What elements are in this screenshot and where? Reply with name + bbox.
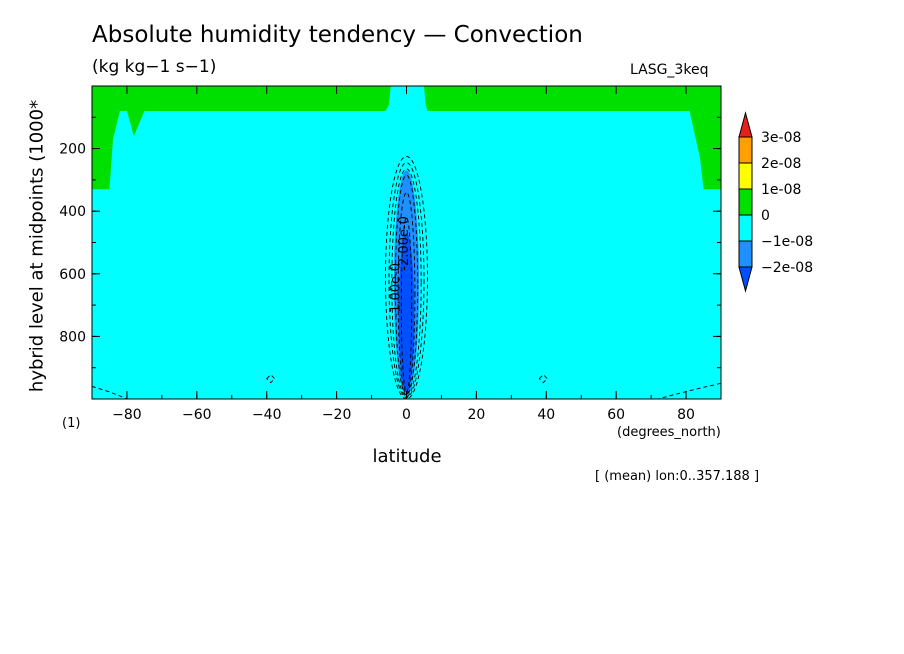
contour-line [394,174,419,396]
contour-line [266,374,276,384]
contour-line [400,217,413,394]
colorbar-label: −1e-08 [761,234,813,250]
contour-line [385,155,428,399]
region-positive-upper [92,86,721,190]
contour-line [657,382,721,399]
x-tick-label: −40 [252,407,282,423]
colorbar-segment [738,266,753,293]
colorbar-label: −2e-08 [761,260,813,276]
footnote: [ (mean) lon:0..357.188 ] [595,469,760,484]
colorbar-label: 2e-08 [761,156,801,172]
colorbar-segment [738,188,753,216]
chart-title: Absolute humidity tendency — Convection [92,22,583,48]
x-tick-label: −60 [182,407,212,423]
x-tick-label: −80 [112,407,142,423]
x-tick-label: 40 [537,407,555,423]
x-tick-label: −20 [322,407,352,423]
y-tick-label: 200 [59,142,86,158]
x-axis-unit: (degrees_north) [617,425,721,440]
chart-units: (kg kg−1 s−1) [92,57,217,77]
colorbar-segment [738,240,753,268]
colorbar-label: 1e-08 [761,182,801,198]
colorbar-segment [738,214,753,242]
contour-label: -1.00e-0 [388,263,403,318]
colorbar-segment [738,136,753,164]
contour-label: -2.00e-0 [397,216,412,271]
x-tick-label: 80 [677,407,695,423]
colorbar-segment [738,111,753,138]
contour-line [391,168,422,397]
y-tick-label: 800 [59,329,86,345]
colorbar-label: 0 [761,208,770,224]
y-tick-label: 600 [59,267,86,283]
colorbar-label: 3e-08 [761,130,801,146]
x-tick-label: 0 [402,407,411,423]
x-tick-label: 60 [607,407,625,423]
y-axis-unit: (1) [62,416,81,431]
region-equatorial-core [398,233,415,393]
contour-line [92,386,128,399]
y-tick-label: 400 [59,204,86,220]
model-label: LASG_3keq [630,62,709,78]
colorbar-segment [738,162,753,190]
contour-line [538,374,548,384]
x-axis-label: latitude [372,446,442,467]
x-tick-label: 20 [467,407,485,423]
